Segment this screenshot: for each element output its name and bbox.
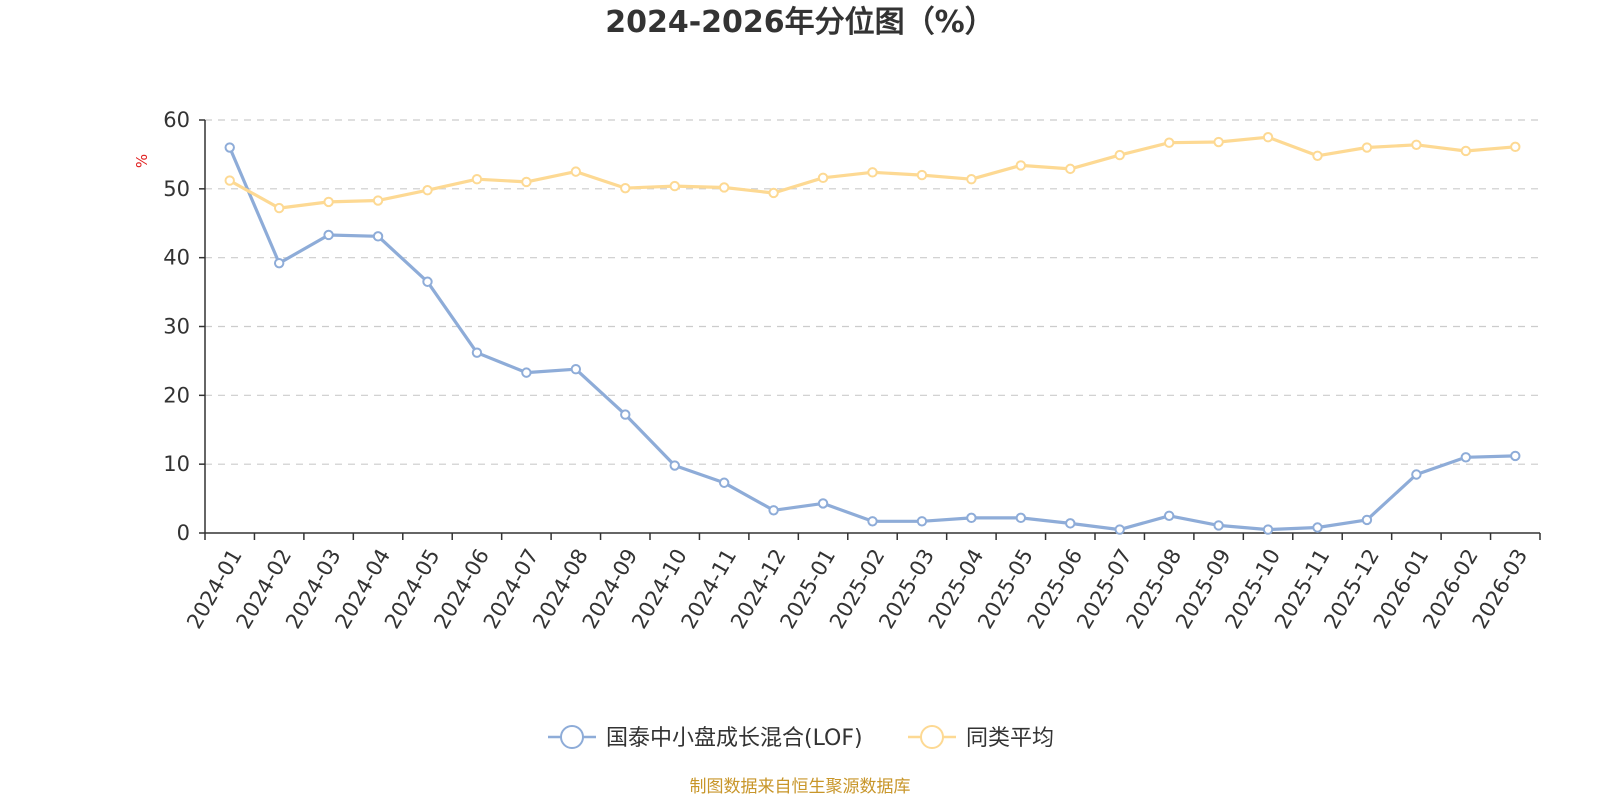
data-point (916, 169, 928, 181)
data-point (521, 176, 532, 188)
data-point (1213, 136, 1224, 148)
data-point (620, 409, 631, 420)
data-point (1262, 524, 1274, 535)
data-point (916, 516, 928, 527)
chart-title: 2024-2026年分位图（%） (605, 5, 995, 40)
data-point (1510, 141, 1521, 153)
data-point (1510, 450, 1521, 462)
data-point (521, 367, 532, 378)
y-tick-label: 50 (163, 177, 190, 201)
data-point (1114, 524, 1125, 535)
legend-marker-icon (920, 725, 944, 749)
data-point (1065, 163, 1076, 175)
data-point (1460, 145, 1472, 157)
data-point (273, 257, 285, 269)
data-point (817, 498, 829, 509)
data-point (768, 505, 779, 516)
data-point (471, 173, 483, 185)
series-lines (224, 132, 1521, 535)
data-point (471, 347, 483, 358)
data-point (718, 182, 730, 193)
data-point (1411, 139, 1422, 150)
data-point (1213, 520, 1224, 531)
data-point (1361, 514, 1373, 526)
legend: 国泰中小盘成长混合(LOF) 同类平均 (548, 725, 1054, 751)
data-point (718, 477, 730, 488)
data-point (1114, 149, 1125, 161)
data-point (372, 231, 384, 242)
data-point (323, 196, 334, 208)
data-point (867, 516, 878, 527)
data-point (867, 167, 878, 178)
data-point (966, 512, 977, 524)
y-tick-label: 20 (163, 383, 190, 407)
legend-marker-icon (560, 725, 584, 749)
data-point (1361, 142, 1373, 153)
data-point (1163, 510, 1175, 521)
data-point (224, 142, 235, 153)
data-point (273, 202, 285, 214)
data-point (620, 182, 631, 194)
data-point (570, 363, 582, 375)
data-point (1015, 512, 1027, 524)
y-tick-label: 30 (163, 315, 190, 339)
data-point (323, 229, 334, 241)
data-point (817, 172, 829, 184)
axes: 01020304050602024-012024-022024-032024-0… (163, 108, 1541, 633)
y-tick-label: 0 (177, 521, 190, 545)
data-point (768, 187, 779, 199)
data-point (669, 460, 680, 471)
data-point (1312, 150, 1323, 161)
data-point (1460, 452, 1472, 463)
legend-item[interactable]: 同类平均 (908, 725, 1054, 751)
legend-label: 国泰中小盘成长混合(LOF) (606, 726, 863, 751)
y-axis-unit-label: % (133, 154, 151, 168)
data-point (1312, 522, 1323, 533)
series-1 (224, 132, 1521, 214)
data-point (1262, 132, 1274, 143)
data-point (966, 173, 977, 185)
data-point (422, 276, 433, 287)
source-footer: 制图数据来自恒生聚源数据库 (690, 777, 911, 797)
legend-item[interactable]: 国泰中小盘成长混合(LOF) (548, 725, 863, 751)
data-point (372, 195, 384, 206)
data-point (422, 185, 433, 196)
series-line (228, 146, 1516, 532)
data-point (1015, 160, 1027, 171)
data-point (1411, 469, 1422, 480)
legend-label: 同类平均 (966, 726, 1054, 751)
data-point (224, 175, 235, 186)
y-tick-label: 40 (163, 246, 190, 270)
series-0 (224, 142, 1521, 535)
y-tick-label: 60 (163, 108, 190, 132)
data-point (570, 166, 582, 177)
data-point (1065, 518, 1076, 529)
y-tick-label: 10 (163, 452, 190, 476)
grid-lines (205, 119, 1540, 465)
data-point (1163, 137, 1175, 148)
data-point (669, 180, 680, 192)
